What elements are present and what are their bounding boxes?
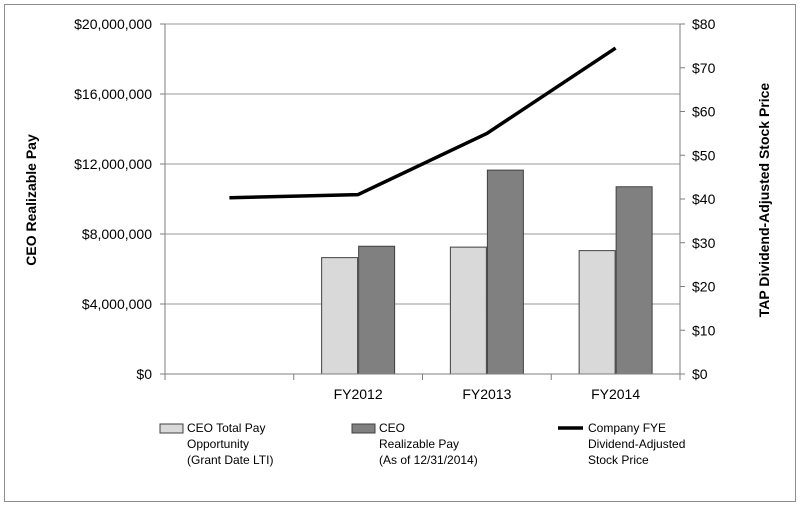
legend-label: CEO — [379, 421, 405, 435]
right-tick-label: $0 — [692, 366, 708, 382]
bars — [321, 169, 653, 375]
right-tick-label: $40 — [692, 191, 716, 207]
right-tick-label: $70 — [692, 60, 716, 76]
bar — [615, 186, 653, 375]
legend-label: Company FYE — [588, 421, 666, 435]
left-tick-label: $16,000,000 — [74, 86, 152, 102]
legend-label: Dividend-Adjusted — [588, 437, 685, 451]
left-tick-label: $20,000,000 — [74, 16, 152, 32]
bar — [578, 250, 616, 375]
right-tick-label: $80 — [692, 16, 716, 32]
chart-frame — [4, 4, 796, 502]
category-labels: FY2012 FY2013 FY2014 — [334, 386, 641, 402]
bar — [321, 257, 359, 375]
bar — [358, 245, 396, 375]
axes — [160, 23, 685, 380]
legend-swatch — [159, 423, 184, 434]
left-axis-ticks: $0 $4,000,000 $8,000,000 $12,000,000 $16,000… — [74, 16, 152, 382]
category-label: FY2014 — [591, 386, 640, 402]
left-tick-label: $0 — [136, 366, 152, 382]
right-tick-label: $60 — [692, 104, 716, 120]
left-tick-label: $12,000,000 — [74, 156, 152, 172]
legend-label: Stock Price — [588, 453, 649, 467]
right-tick-label: $20 — [692, 279, 716, 295]
bar — [486, 169, 524, 375]
bar — [449, 246, 487, 375]
category-label: FY2012 — [334, 386, 383, 402]
right-axis-ticks: $0 $10 $20 $30 $40 $50 $60 $70 $80 — [692, 16, 716, 382]
right-tick-label: $50 — [692, 147, 716, 163]
legend: CEO Total Pay Opportunity (Grant Date LTI)… — [159, 421, 685, 467]
right-tick-label: $10 — [692, 322, 716, 338]
right-tick-label: $30 — [692, 235, 716, 251]
left-tick-label: $4,000,000 — [82, 296, 152, 312]
left-tick-label: $8,000,000 — [82, 226, 152, 242]
right-axis-title: TAP Dividend-Adjusted Stock Price — [756, 83, 772, 318]
line-series — [229, 46, 617, 200]
legend-label: Realizable Pay — [379, 437, 459, 451]
legend-label: (As of 12/31/2014) — [379, 453, 478, 467]
legend-swatch — [351, 423, 376, 434]
legend-label: CEO Total Pay — [187, 421, 265, 435]
price-line — [229, 46, 617, 200]
legend-label: Opportunity — [187, 437, 249, 451]
legend-label: (Grant Date LTI) — [187, 453, 273, 467]
category-label: FY2013 — [462, 386, 511, 402]
left-axis-title: CEO Realizable Pay — [23, 134, 39, 266]
